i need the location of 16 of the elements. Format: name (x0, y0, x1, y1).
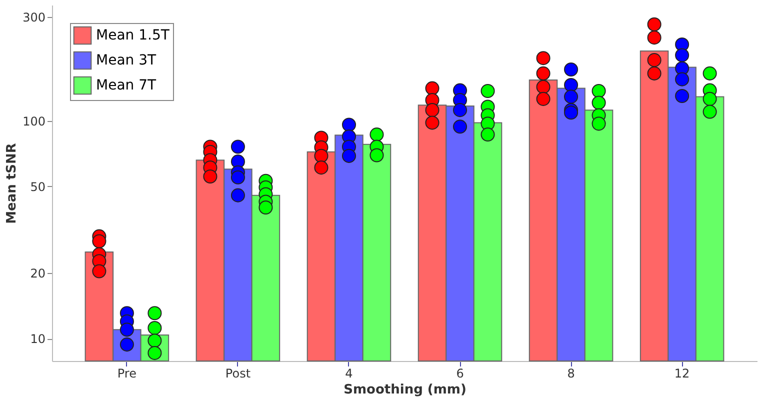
legend-label: Mean 1.5T (96, 28, 170, 44)
x-tick-label: 4 (345, 366, 353, 380)
x-tick-label: 12 (674, 366, 690, 380)
y-tick-label: 20 (30, 266, 46, 281)
y-tick-label: 50 (30, 180, 46, 194)
x-axis-title: Smoothing (mm) (344, 382, 466, 398)
x-tick-label: 6 (456, 366, 464, 380)
x-tick-label: Post (225, 366, 251, 380)
x-tick-label: Pre (117, 366, 136, 380)
y-tick-label: 10 (30, 332, 46, 346)
x-tick-label: 8 (567, 366, 575, 380)
y-tick-label: 100 (22, 114, 46, 128)
y-axis-title: Mean tSNR (4, 143, 20, 224)
legend-label: Mean 7T (96, 78, 156, 94)
legend-label: Mean 3T (96, 52, 156, 68)
y-tick-label: 300 (22, 10, 46, 24)
